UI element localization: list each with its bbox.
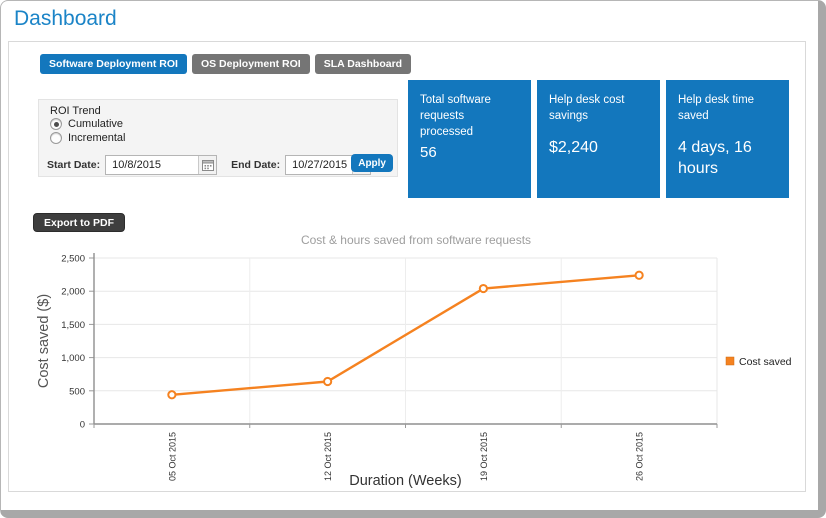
y-tick-label: 1,000: [61, 353, 85, 364]
data-point[interactable]: [634, 270, 644, 280]
kpi-card-total-software-requests: Total software requests processed 56: [408, 80, 531, 198]
tab-sla-dashboard[interactable]: SLA Dashboard: [314, 54, 412, 74]
radio-icon[interactable]: [50, 132, 62, 144]
start-date-input[interactable]: [106, 155, 199, 174]
start-date-field: [105, 154, 218, 175]
apply-button[interactable]: Apply: [351, 154, 393, 172]
end-date-label: End Date:: [231, 158, 281, 171]
legend-label: Cost saved: [739, 356, 792, 368]
roi-filter-panel: ROI Trend Cumulative Incremental Start D…: [38, 99, 398, 177]
x-tick-label: 26 Oct 2015: [635, 432, 645, 481]
calendar-icon: [201, 159, 214, 171]
radio-icon[interactable]: [50, 118, 62, 130]
content-panel: Software Deployment ROI OS Deployment RO…: [8, 41, 806, 492]
y-tick-label: 1,500: [61, 320, 85, 331]
kpi-card-value: $2,240: [549, 139, 598, 157]
end-date-input[interactable]: [286, 155, 353, 174]
y-tick-label: 2,500: [61, 254, 85, 265]
data-point[interactable]: [323, 376, 333, 387]
x-tick-label: 12 Oct 2015: [323, 432, 333, 481]
tab-bar: Software Deployment ROI OS Deployment RO…: [40, 54, 412, 74]
start-date-calendar-button[interactable]: [198, 155, 217, 174]
y-tick-label: 0: [80, 420, 85, 431]
kpi-cards: Total software requests processed 56 Hel…: [408, 80, 789, 198]
kpi-card-help-desk-cost-savings: Help desk cost savings $2,240: [537, 80, 660, 198]
kpi-card-value: 56: [420, 144, 437, 162]
x-axis-title: Duration (Weeks): [349, 473, 462, 489]
radio-option-cumulative[interactable]: Cumulative: [50, 118, 123, 130]
kpi-card-value: 4 days, 16 hours: [678, 139, 752, 177]
kpi-card-help-desk-time-saved: Help desk time saved 4 days, 16 hours: [666, 80, 789, 198]
legend-item-cost-saved[interactable]: Cost saved: [725, 356, 792, 368]
data-point[interactable]: [167, 390, 177, 400]
date-range-row: Start Date: End Date:: [47, 154, 372, 175]
export-to-pdf-button[interactable]: Export to PDF: [33, 213, 125, 232]
x-tick-label: 19 Oct 2015: [479, 432, 489, 481]
cost-saved-line-chart: 0 500 1,000 1,500 2,000 2,500 05 Oct 2015 12 Oc…: [1, 233, 818, 510]
legend-swatch: [725, 356, 735, 366]
radio-option-label: Cumulative: [68, 118, 124, 130]
roi-trend-label: ROI Trend: [50, 105, 101, 117]
kpi-card-label: Help desk cost savings: [549, 94, 625, 123]
kpi-card-label: Help desk time saved: [678, 94, 755, 123]
y-tick-label: 500: [69, 386, 85, 397]
page-title: Dashboard: [14, 7, 117, 30]
radio-option-incremental[interactable]: Incremental: [50, 132, 125, 144]
chart-svg: 0 500 1,000 1,500 2,000 2,500 05 Oct 2015 12 Oc…: [36, 233, 792, 489]
data-point[interactable]: [478, 283, 488, 294]
series-line-cost-saved: [171, 274, 640, 396]
y-tick-label: 2,000: [61, 287, 85, 298]
y-axis-title: Cost saved ($): [36, 294, 52, 388]
start-date-label: Start Date:: [47, 158, 101, 171]
tab-software-deployment-roi[interactable]: Software Deployment ROI: [40, 54, 187, 74]
radio-option-label: Incremental: [68, 132, 126, 144]
chart-title: Cost & hours saved from software request…: [301, 233, 531, 247]
tab-os-deployment-roi[interactable]: OS Deployment ROI: [191, 54, 310, 74]
x-tick-label: 05 Oct 2015: [167, 432, 177, 481]
kpi-card-label: Total software requests processed: [420, 94, 491, 139]
